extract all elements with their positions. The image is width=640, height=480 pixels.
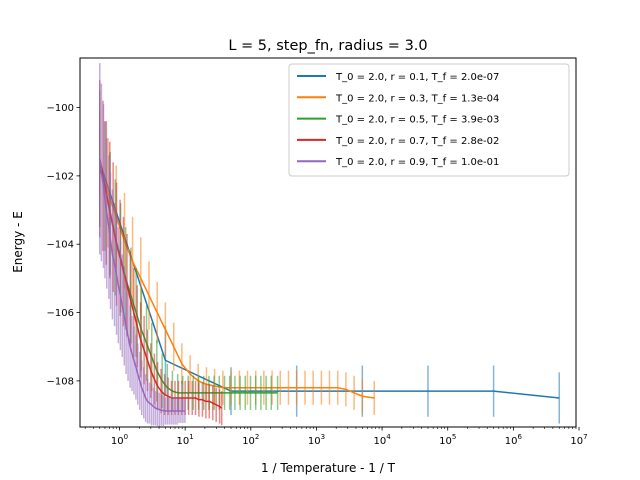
y-axis-ticks: −100 −102 −104 −106 −108 <box>47 103 80 387</box>
x-axis-label: 1 / Temperature - 1 / T <box>261 461 396 475</box>
x-tick-label: 103 <box>308 433 325 447</box>
y-tick-label: −106 <box>47 308 74 319</box>
y-tick-label: −102 <box>47 171 74 182</box>
series-layer <box>99 63 560 427</box>
x-tick-label: 107 <box>570 433 587 447</box>
x-tick-label: 106 <box>505 433 523 447</box>
y-tick-label: −100 <box>47 103 74 114</box>
legend-box <box>288 63 570 177</box>
legend-label: T_0 = 2.0, r = 0.1, T_f = 2.0e-07 <box>335 72 499 83</box>
legend: T_0 = 2.0, r = 0.1, T_f = 2.0e-07 T_0 = 2… <box>288 63 570 177</box>
legend-label: T_0 = 2.0, r = 0.3, T_f = 1.3e-04 <box>335 93 499 104</box>
x-tick-label: 104 <box>373 433 391 447</box>
y-axis-label: Energy - E <box>11 211 25 273</box>
legend-label: T_0 = 2.0, r = 0.9, T_f = 1.0e-01 <box>335 157 499 168</box>
legend-label: T_0 = 2.0, r = 0.7, T_f = 2.8e-02 <box>335 136 499 147</box>
plot-area-frame <box>79 57 577 428</box>
x-tick-label: 101 <box>177 433 194 447</box>
legend-label: T_0 = 2.0, r = 0.5, T_f = 3.9e-03 <box>335 115 499 126</box>
y-tick-label: −108 <box>47 376 74 387</box>
x-tick-label: 105 <box>439 433 456 447</box>
x-tick-label: 100 <box>111 433 128 447</box>
y-tick-label: −104 <box>47 240 74 251</box>
x-tick-label: 102 <box>242 433 259 447</box>
series-5 <box>99 63 186 427</box>
series-5-line <box>99 158 185 412</box>
chart-title: L = 5, step_fn, radius = 3.0 <box>228 38 427 54</box>
x-axis-ticks: 100 101 102 103 104 105 106 107 <box>84 427 588 447</box>
